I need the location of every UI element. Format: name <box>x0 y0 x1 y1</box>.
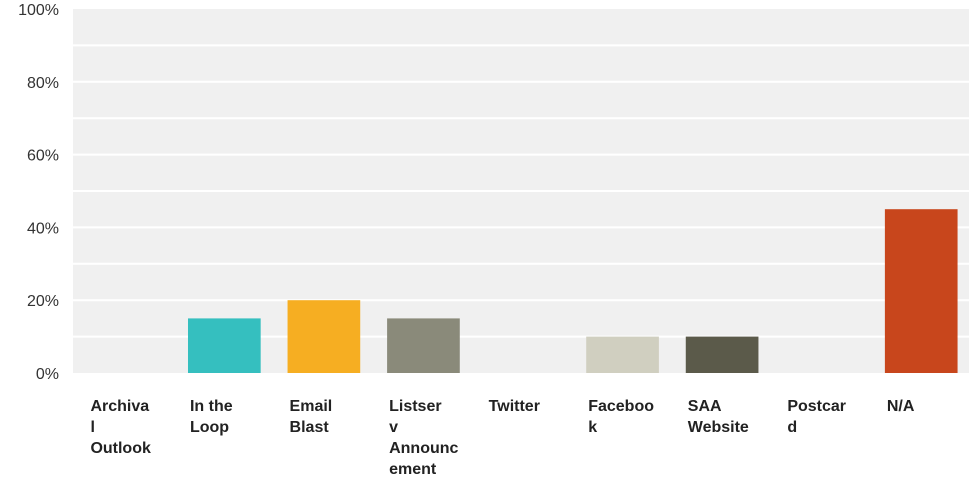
y-tick-label: 100% <box>18 2 59 19</box>
x-tick-label: SAA Website <box>687 398 749 436</box>
x-tick-label: In the Loop <box>189 398 233 436</box>
y-tick-label: 0% <box>36 366 59 383</box>
x-tick-label: N/A <box>886 398 915 415</box>
y-tick-label: 20% <box>27 293 59 310</box>
y-tick-label: 80% <box>27 75 59 92</box>
x-tick-label: Email Blast <box>289 398 333 436</box>
y-tick-label: 60% <box>27 148 59 165</box>
x-tick-label: Twitter <box>488 398 540 415</box>
x-tick-label: Listser v Announc ement <box>389 398 459 478</box>
x-tick-label: Postcar d <box>787 398 847 436</box>
y-axis-ticks: 0% 20% 40% 60% 80% 100% <box>18 2 59 383</box>
x-tick-label: Faceboo k <box>588 398 654 436</box>
bars <box>187 209 958 373</box>
bar-saa-website <box>685 336 759 373</box>
bar-facebook <box>586 336 659 373</box>
bar-in-the-loop <box>187 318 261 373</box>
bar-n-a <box>884 209 958 373</box>
bar-listserv-announcement <box>387 318 460 373</box>
bar-email-blast <box>287 300 361 373</box>
x-tick-label: Archiva l Outlook <box>90 398 151 457</box>
y-tick-label: 40% <box>27 220 59 237</box>
